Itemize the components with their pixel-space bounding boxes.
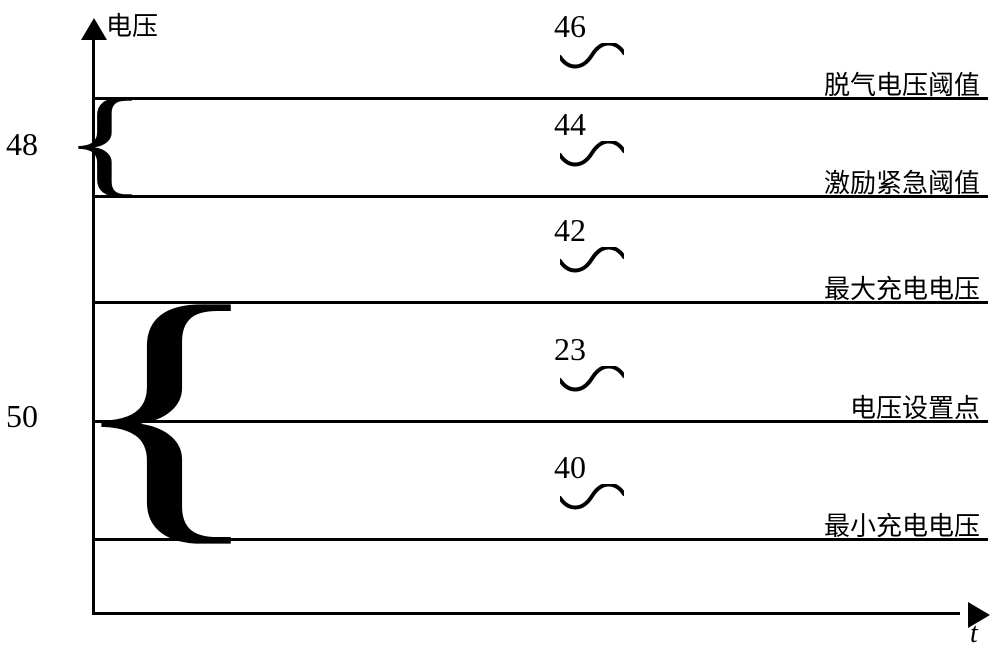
threshold-label: 最大充电电压 xyxy=(824,269,980,306)
pointer-squiggle-icon xyxy=(560,141,624,169)
pointer-squiggle-icon xyxy=(560,484,624,512)
reference-number: 42 xyxy=(554,212,586,249)
reference-number: 40 xyxy=(554,449,586,486)
pointer-squiggle-icon xyxy=(560,366,624,394)
x-axis xyxy=(92,612,960,615)
reference-number: 23 xyxy=(554,331,586,368)
brace-reference-number: 48 xyxy=(6,126,38,163)
y-axis-arrow-icon xyxy=(81,18,107,40)
y-axis-label: 电压 xyxy=(106,6,158,43)
reference-number: 46 xyxy=(554,8,586,45)
range-brace-icon: { xyxy=(62,263,270,552)
pointer-squiggle-icon xyxy=(560,43,624,71)
threshold-label: 脱气电压阈值 xyxy=(824,65,980,102)
threshold-label: 激励紧急阈值 xyxy=(824,163,980,200)
brace-reference-number: 50 xyxy=(6,398,38,435)
pointer-squiggle-icon xyxy=(560,247,624,275)
diagram-canvas: 电压t46脱气电压阈值44激励紧急阈值42最大充电电压23电压设置点40最小充电… xyxy=(0,0,1000,644)
threshold-label: 最小充电电压 xyxy=(824,506,980,543)
range-brace-icon: { xyxy=(62,81,148,201)
threshold-label: 电压设置点 xyxy=(850,388,980,425)
reference-number: 44 xyxy=(554,106,586,143)
x-axis-label: t xyxy=(970,618,978,650)
